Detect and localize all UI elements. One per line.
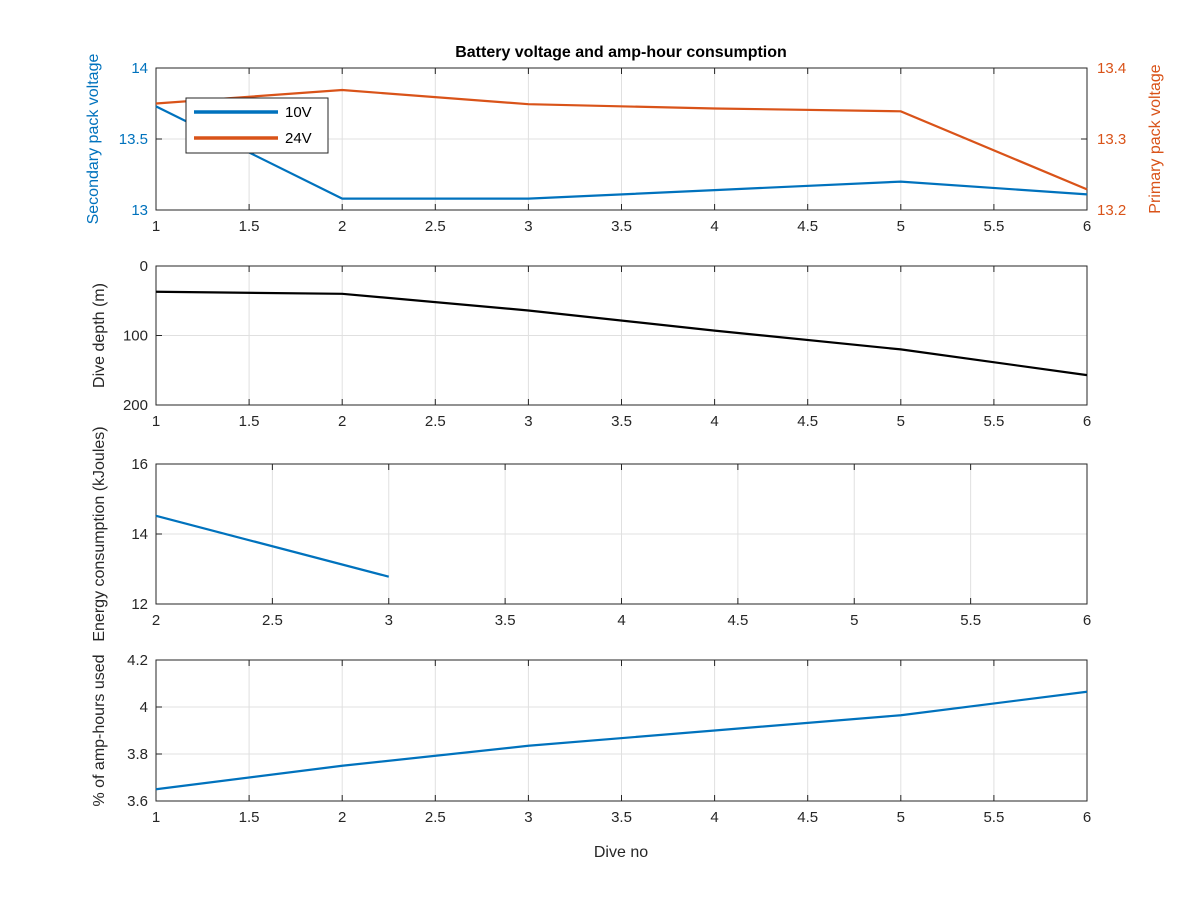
x-tick-label: 1 [152,218,160,235]
x-tick-label: 2 [152,612,160,629]
amp-hours-subplot: 1 1.5 2 2.5 3 3.5 4 4.5 5 5.5 6 3.6 3.8 4 4.2 % of amp-… [91,652,1091,826]
series-line-10V [155,105,1088,200]
x-tick-label: 2.5 [425,218,446,235]
x-tick-label: 2.5 [262,612,283,629]
series-line [155,514,390,578]
y2-tick-label: 13.2 [1097,202,1126,219]
x-tick-label: 1 [152,413,160,430]
x-tick-label: 4 [710,809,718,826]
x-tick-label: 4.5 [797,809,818,826]
x-tick-label: 5 [897,413,905,430]
x-tick-label: 5 [850,612,858,629]
x-tick-label: 1 [152,809,160,826]
x-tick-label: 2 [338,809,346,826]
depth-subplot: 1 1.5 2 2.5 3 3.5 4 4.5 5 5.5 6 0 100 200 Dive depth (… [91,258,1091,430]
legend-label: 10V [285,104,312,121]
x-tick-label: 2.5 [425,413,446,430]
x-tick-label: 2 [338,218,346,235]
x-tick-label: 5.5 [960,612,981,629]
y-axis-label: Secondary pack voltage [85,54,102,225]
y-tick-label: 13 [131,202,148,219]
x-tick-label: 3.5 [611,218,632,235]
energy-subplot: 2 2.5 3 3.5 4 4.5 5 5.5 6 12 14 16 Energy consumptio… [91,426,1091,641]
x-tick-label: 5 [897,809,905,826]
legend-box [185,97,329,154]
y2-tick-label: 13.4 [1097,60,1126,77]
y-tick-label: 3.6 [127,793,148,810]
y-axis-label: Dive depth (m) [91,283,108,388]
y-axis-label: % of amp-hours used [91,654,108,806]
legend: 10V 24V [185,97,329,154]
y-tick-label: 16 [131,456,148,473]
x-tick-label: 3 [524,413,532,430]
x-tick-label: 5.5 [983,413,1004,430]
y-tick-label: 13.5 [119,131,148,148]
y2-axis-label: Primary pack voltage [1147,64,1164,213]
x-tick-label: 4.5 [797,413,818,430]
series-line [155,290,1088,377]
figure-title: Battery voltage and amp-hour consumption [455,44,787,61]
y-tick-label: 0 [140,258,148,275]
y-tick-label: 14 [131,60,148,77]
x-tick-label: 5 [897,218,905,235]
x-tick-label: 3 [524,809,532,826]
x-tick-label: 1.5 [239,809,260,826]
x-axis-label: Dive no [594,844,648,861]
x-tick-label: 1.5 [239,413,260,430]
x-tick-label: 1.5 [239,218,260,235]
y-axis-label: Energy consumption (kJoules) [91,426,108,641]
x-tick-label: 4 [710,218,718,235]
y-tick-label: 14 [131,526,148,543]
x-tick-label: 6 [1083,809,1091,826]
x-tick-label: 4 [710,413,718,430]
x-tick-label: 6 [1083,218,1091,235]
series-line-24V [155,88,1088,191]
x-tick-label: 3.5 [495,612,516,629]
y-tick-label: 200 [123,397,148,414]
x-tick-label: 4.5 [727,612,748,629]
x-tick-label: 3.5 [611,413,632,430]
y-tick-label: 3.8 [127,746,148,763]
x-tick-label: 6 [1083,612,1091,629]
y-tick-label: 4 [140,699,148,716]
y-tick-label: 4.2 [127,652,148,669]
y-tick-label: 100 [123,328,148,345]
x-tick-label: 5.5 [983,809,1004,826]
voltage-subplot: 1 1.5 2 2.5 3 3.5 4 4.5 5 5.5 6 13 13.5 14 Secondary p… [85,54,1164,235]
legend-label: 24V [285,130,312,147]
y2-tick-label: 13.3 [1097,131,1126,148]
x-tick-label: 6 [1083,413,1091,430]
x-tick-label: 4.5 [797,218,818,235]
y-tick-label: 12 [131,596,148,613]
x-tick-label: 2 [338,413,346,430]
x-tick-label: 3 [524,218,532,235]
x-tick-label: 3 [385,612,393,629]
x-tick-label: 5.5 [983,218,1004,235]
x-tick-label: 2.5 [425,809,446,826]
x-tick-label: 3.5 [611,809,632,826]
x-tick-label: 4 [617,612,625,629]
series-line [155,690,1088,791]
